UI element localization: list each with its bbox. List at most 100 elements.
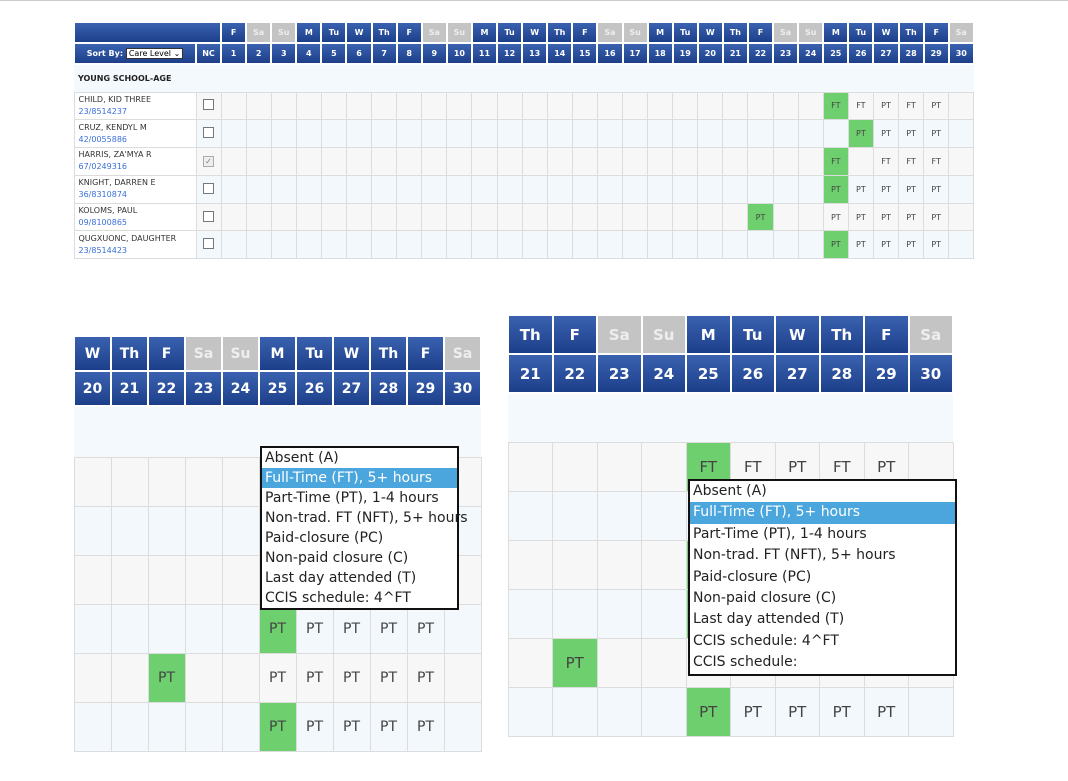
date-header[interactable]: 22 (147, 370, 186, 407)
attendance-cell[interactable]: FT (898, 147, 925, 176)
attendance-cell[interactable] (521, 230, 548, 260)
attendance-cell[interactable] (722, 174, 749, 204)
date-header[interactable]: 29 (863, 353, 910, 394)
attendance-cell[interactable] (596, 539, 642, 590)
attendance-cell[interactable] (722, 119, 749, 149)
attendance-cell[interactable] (220, 147, 247, 176)
attendance-cell[interactable] (220, 174, 247, 204)
attendance-cell[interactable] (110, 554, 149, 605)
dropdown-option[interactable]: CCIS schedule: (693, 654, 798, 671)
attendance-cell[interactable] (396, 230, 423, 260)
attendance-cell[interactable]: PT (819, 686, 865, 737)
attendance-cell[interactable] (546, 147, 573, 176)
attendance-cell[interactable] (697, 202, 724, 232)
attendance-cell[interactable] (221, 603, 260, 654)
attendance-cell[interactable]: PT (898, 174, 925, 204)
attendance-cell[interactable] (270, 147, 297, 176)
attendance-cell[interactable]: PT (332, 652, 371, 703)
date-header[interactable]: 30 (907, 353, 954, 394)
attendance-cell[interactable] (596, 441, 642, 492)
attendance-cell[interactable] (471, 202, 498, 232)
attendance-cell[interactable] (571, 174, 598, 204)
attendance-cell[interactable]: PT (872, 119, 900, 149)
date-header[interactable]: 22 (746, 42, 775, 65)
date-header[interactable]: 26 (729, 353, 776, 394)
dropdown-option[interactable]: Last day attended (T) (693, 611, 845, 628)
date-header[interactable]: 2 (245, 42, 273, 65)
child-case-id-link[interactable]: 09/8100865 (78, 218, 128, 228)
attendance-cell[interactable] (446, 91, 473, 121)
attendance-cell[interactable] (147, 603, 186, 654)
attendance-cell[interactable] (552, 539, 598, 590)
nc-checkbox[interactable] (203, 99, 214, 111)
attendance-cell[interactable] (320, 147, 347, 176)
attendance-cell[interactable] (446, 230, 473, 260)
attendance-cell[interactable] (220, 202, 247, 232)
attendance-cell[interactable] (546, 119, 573, 149)
date-header[interactable]: 7 (370, 42, 398, 65)
attendance-cell[interactable] (320, 202, 347, 232)
date-header[interactable]: 27 (774, 353, 821, 394)
date-header[interactable]: 28 (818, 353, 865, 394)
dropdown-option[interactable]: Paid-closure (PC) (693, 568, 812, 585)
attendance-cell[interactable]: PT (847, 119, 874, 149)
attendance-cell[interactable] (270, 174, 297, 204)
nc-checkbox[interactable] (203, 238, 214, 250)
attendance-cell[interactable] (245, 119, 272, 149)
attendance-cell[interactable] (772, 147, 799, 176)
date-header[interactable]: 16 (596, 42, 624, 65)
attendance-cell[interactable]: PT (923, 202, 950, 232)
attendance-cell[interactable]: PT (332, 603, 371, 654)
attendance-cell[interactable] (948, 174, 975, 204)
date-header[interactable]: 26 (847, 42, 875, 65)
attendance-cell[interactable] (948, 202, 975, 232)
attendance-cell[interactable]: PT (369, 652, 408, 703)
attendance-cell[interactable] (521, 147, 548, 176)
attendance-cell[interactable] (73, 554, 112, 605)
attendance-cell[interactable] (596, 230, 624, 260)
attendance-cell[interactable] (672, 91, 699, 121)
attendance-cell[interactable]: PT (552, 637, 598, 688)
attendance-cell[interactable] (371, 202, 398, 232)
attendance-cell[interactable] (371, 230, 398, 260)
attendance-cell[interactable] (507, 539, 553, 590)
attendance-cell[interactable]: PT (332, 701, 371, 752)
attendance-cell[interactable] (672, 147, 699, 176)
date-header[interactable]: 23 (772, 42, 800, 65)
date-header[interactable]: 24 (221, 370, 260, 407)
attendance-cell[interactable]: PT (872, 174, 900, 204)
attendance-cell[interactable] (722, 91, 749, 121)
attendance-cell[interactable]: PT (923, 119, 950, 149)
attendance-cell[interactable]: PT (898, 230, 925, 260)
date-header[interactable]: 10 (445, 42, 473, 65)
date-header[interactable]: 13 (521, 42, 549, 65)
nc-checkbox[interactable] (203, 210, 214, 222)
attendance-cell[interactable] (507, 637, 553, 688)
attendance-cell[interactable]: PT (747, 202, 774, 232)
attendance-cell[interactable] (110, 652, 149, 703)
attendance-cell[interactable]: PT (822, 174, 849, 204)
attendance-cell[interactable] (948, 230, 975, 260)
attendance-cell[interactable] (521, 91, 548, 121)
attendance-cell[interactable] (596, 147, 624, 176)
date-header[interactable]: 8 (395, 42, 423, 65)
attendance-cell[interactable] (722, 230, 749, 260)
nc-checkbox[interactable]: ✓ (203, 155, 214, 167)
attendance-cell[interactable] (345, 147, 373, 176)
attendance-cell[interactable] (73, 701, 112, 752)
attendance-cell[interactable] (496, 230, 523, 260)
attendance-cell[interactable]: PT (898, 202, 925, 232)
attendance-cell[interactable] (596, 637, 642, 688)
attendance-cell[interactable] (496, 174, 523, 204)
attendance-cell[interactable] (471, 91, 498, 121)
attendance-cell[interactable] (496, 202, 523, 232)
attendance-cell[interactable] (521, 202, 548, 232)
attendance-cell[interactable]: PT (923, 174, 950, 204)
attendance-cell[interactable]: PT (822, 230, 849, 260)
attendance-cell[interactable] (797, 147, 824, 176)
attendance-cell[interactable] (908, 686, 954, 737)
nc-checkbox[interactable] (203, 182, 214, 194)
attendance-cell[interactable]: PT (406, 652, 445, 703)
attendance-cell[interactable] (647, 202, 674, 232)
attendance-cell[interactable] (320, 174, 347, 204)
